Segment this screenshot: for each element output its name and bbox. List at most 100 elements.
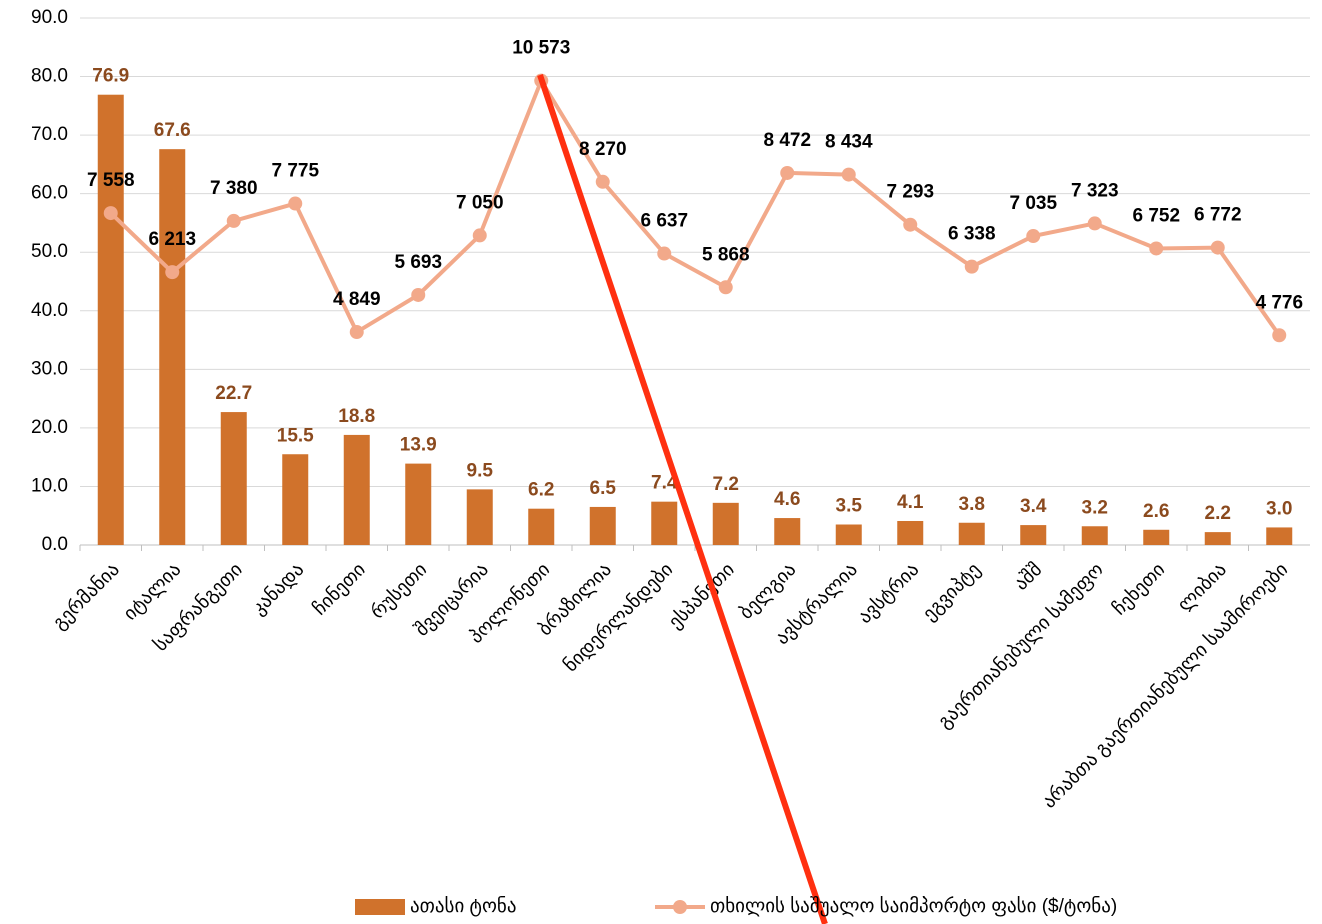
y-tick-label: 20.0 <box>31 417 68 438</box>
bar-value-label: 2.6 <box>1143 501 1169 522</box>
line-value-label: 6 637 <box>640 211 688 232</box>
bar <box>159 149 186 546</box>
line-marker <box>472 228 487 243</box>
line-marker <box>657 246 672 261</box>
bar-value-label: 9.5 <box>467 460 494 481</box>
bar <box>1081 526 1108 545</box>
line-value-label: 7 293 <box>886 182 934 203</box>
line-value-label: 8 270 <box>579 139 627 160</box>
line-marker <box>1087 216 1102 231</box>
legend-label: ათასი ტონა <box>410 895 517 917</box>
bar <box>712 502 739 545</box>
bar-value-label: 4.6 <box>774 489 800 510</box>
line-value-label: 4 776 <box>1255 292 1303 313</box>
bar-value-label: 67.6 <box>154 120 191 141</box>
bar-value-label: 22.7 <box>215 383 252 404</box>
line-value-label: 6 213 <box>148 229 196 250</box>
x-tick-label: ესპანეთი <box>664 559 739 634</box>
y-tick-label: 10.0 <box>31 475 68 496</box>
bar <box>1204 532 1231 545</box>
bar <box>528 508 555 545</box>
bar <box>1143 529 1170 545</box>
line-value-label: 6 752 <box>1132 205 1180 226</box>
x-tick-label: გერმანია <box>48 559 124 635</box>
line-marker <box>841 167 856 182</box>
bar-value-label: 6.2 <box>528 480 554 501</box>
y-tick-label: 50.0 <box>31 241 68 262</box>
y-tick-label: 70.0 <box>31 124 68 145</box>
y-tick-label: 30.0 <box>31 358 68 379</box>
line-marker <box>595 174 610 189</box>
line-value-label: 4 849 <box>333 289 381 310</box>
line-value-label: 7 558 <box>87 170 135 191</box>
bar-value-label: 3.4 <box>1020 496 1047 517</box>
x-tick-label: კანადა <box>247 559 308 620</box>
bar-value-label: 76.9 <box>92 66 129 87</box>
bar-value-label: 13.9 <box>400 435 437 456</box>
line-value-label: 7 035 <box>1009 193 1057 214</box>
bar <box>282 454 309 545</box>
line-marker <box>1210 240 1225 255</box>
y-tick-label: 60.0 <box>31 183 68 204</box>
line-marker <box>288 196 303 211</box>
line-value-label: 8 472 <box>763 130 811 151</box>
line-value-label: 5 693 <box>394 252 442 273</box>
bar-value-label: 3.0 <box>1266 498 1292 519</box>
y-tick-label: 90.0 <box>31 7 68 28</box>
annotation-stroke <box>537 74 828 924</box>
bar <box>220 412 247 545</box>
line-value-label: 6 338 <box>948 224 996 245</box>
bar-value-label: 15.5 <box>277 425 314 446</box>
bar-value-label: 4.1 <box>897 492 924 513</box>
y-tick-label: 80.0 <box>31 66 68 87</box>
line-marker <box>103 206 118 221</box>
bar <box>589 506 616 545</box>
y-tick-label: 0.0 <box>42 534 68 555</box>
bar-value-label: 7.2 <box>713 474 739 495</box>
line-value-label: 5 868 <box>702 244 750 265</box>
x-tick-label: აშშ <box>1010 559 1046 595</box>
bar-value-label: 3.8 <box>959 494 985 515</box>
line-marker <box>780 165 795 180</box>
line-value-label: 10 573 <box>512 38 570 59</box>
line-value-label: 7 323 <box>1071 180 1119 201</box>
line-value-label: 8 434 <box>825 132 873 153</box>
line-marker <box>1272 328 1287 343</box>
bar <box>651 501 678 545</box>
bar <box>1020 525 1047 545</box>
line-marker <box>165 265 180 280</box>
bar <box>405 463 432 545</box>
line-marker <box>226 213 241 228</box>
x-tick-label: ნიდერლანდები <box>559 559 677 677</box>
line-value-label: 6 772 <box>1194 205 1242 226</box>
x-tick-label: ლიბია <box>1173 559 1231 617</box>
bar-value-label: 2.2 <box>1205 503 1231 524</box>
legend-swatch <box>355 899 405 915</box>
bar-value-label: 6.5 <box>590 478 617 499</box>
line-value-label: 7 050 <box>456 192 504 213</box>
line-marker <box>903 217 918 232</box>
legend-swatch-marker <box>673 900 687 914</box>
bar-value-label: 3.5 <box>836 496 863 517</box>
x-tick-label: ავსტრია <box>854 559 924 629</box>
legend-label: თხილის საშუალო საიმპორტო ფასი ($/ტონა) <box>710 895 1117 917</box>
bar <box>97 94 124 546</box>
bar <box>897 520 924 545</box>
line-value-label: 7 380 <box>210 178 258 199</box>
bar-value-label: 18.8 <box>338 406 375 427</box>
bar-value-label: 3.2 <box>1082 497 1108 518</box>
x-tick-label: ჩინეთი <box>309 559 370 620</box>
bar <box>958 522 985 545</box>
bar <box>466 489 493 545</box>
line-marker <box>411 287 426 302</box>
bar-value-label: 7.4 <box>651 473 678 494</box>
x-tick-label: ეგვიპტე <box>918 559 984 625</box>
line <box>109 76 1281 337</box>
bar <box>1266 527 1293 545</box>
line-marker <box>349 325 364 340</box>
x-tick-label: ჩეხეთი <box>1108 559 1169 620</box>
line-marker <box>718 280 733 295</box>
line-marker <box>964 259 979 274</box>
bar <box>774 518 801 545</box>
